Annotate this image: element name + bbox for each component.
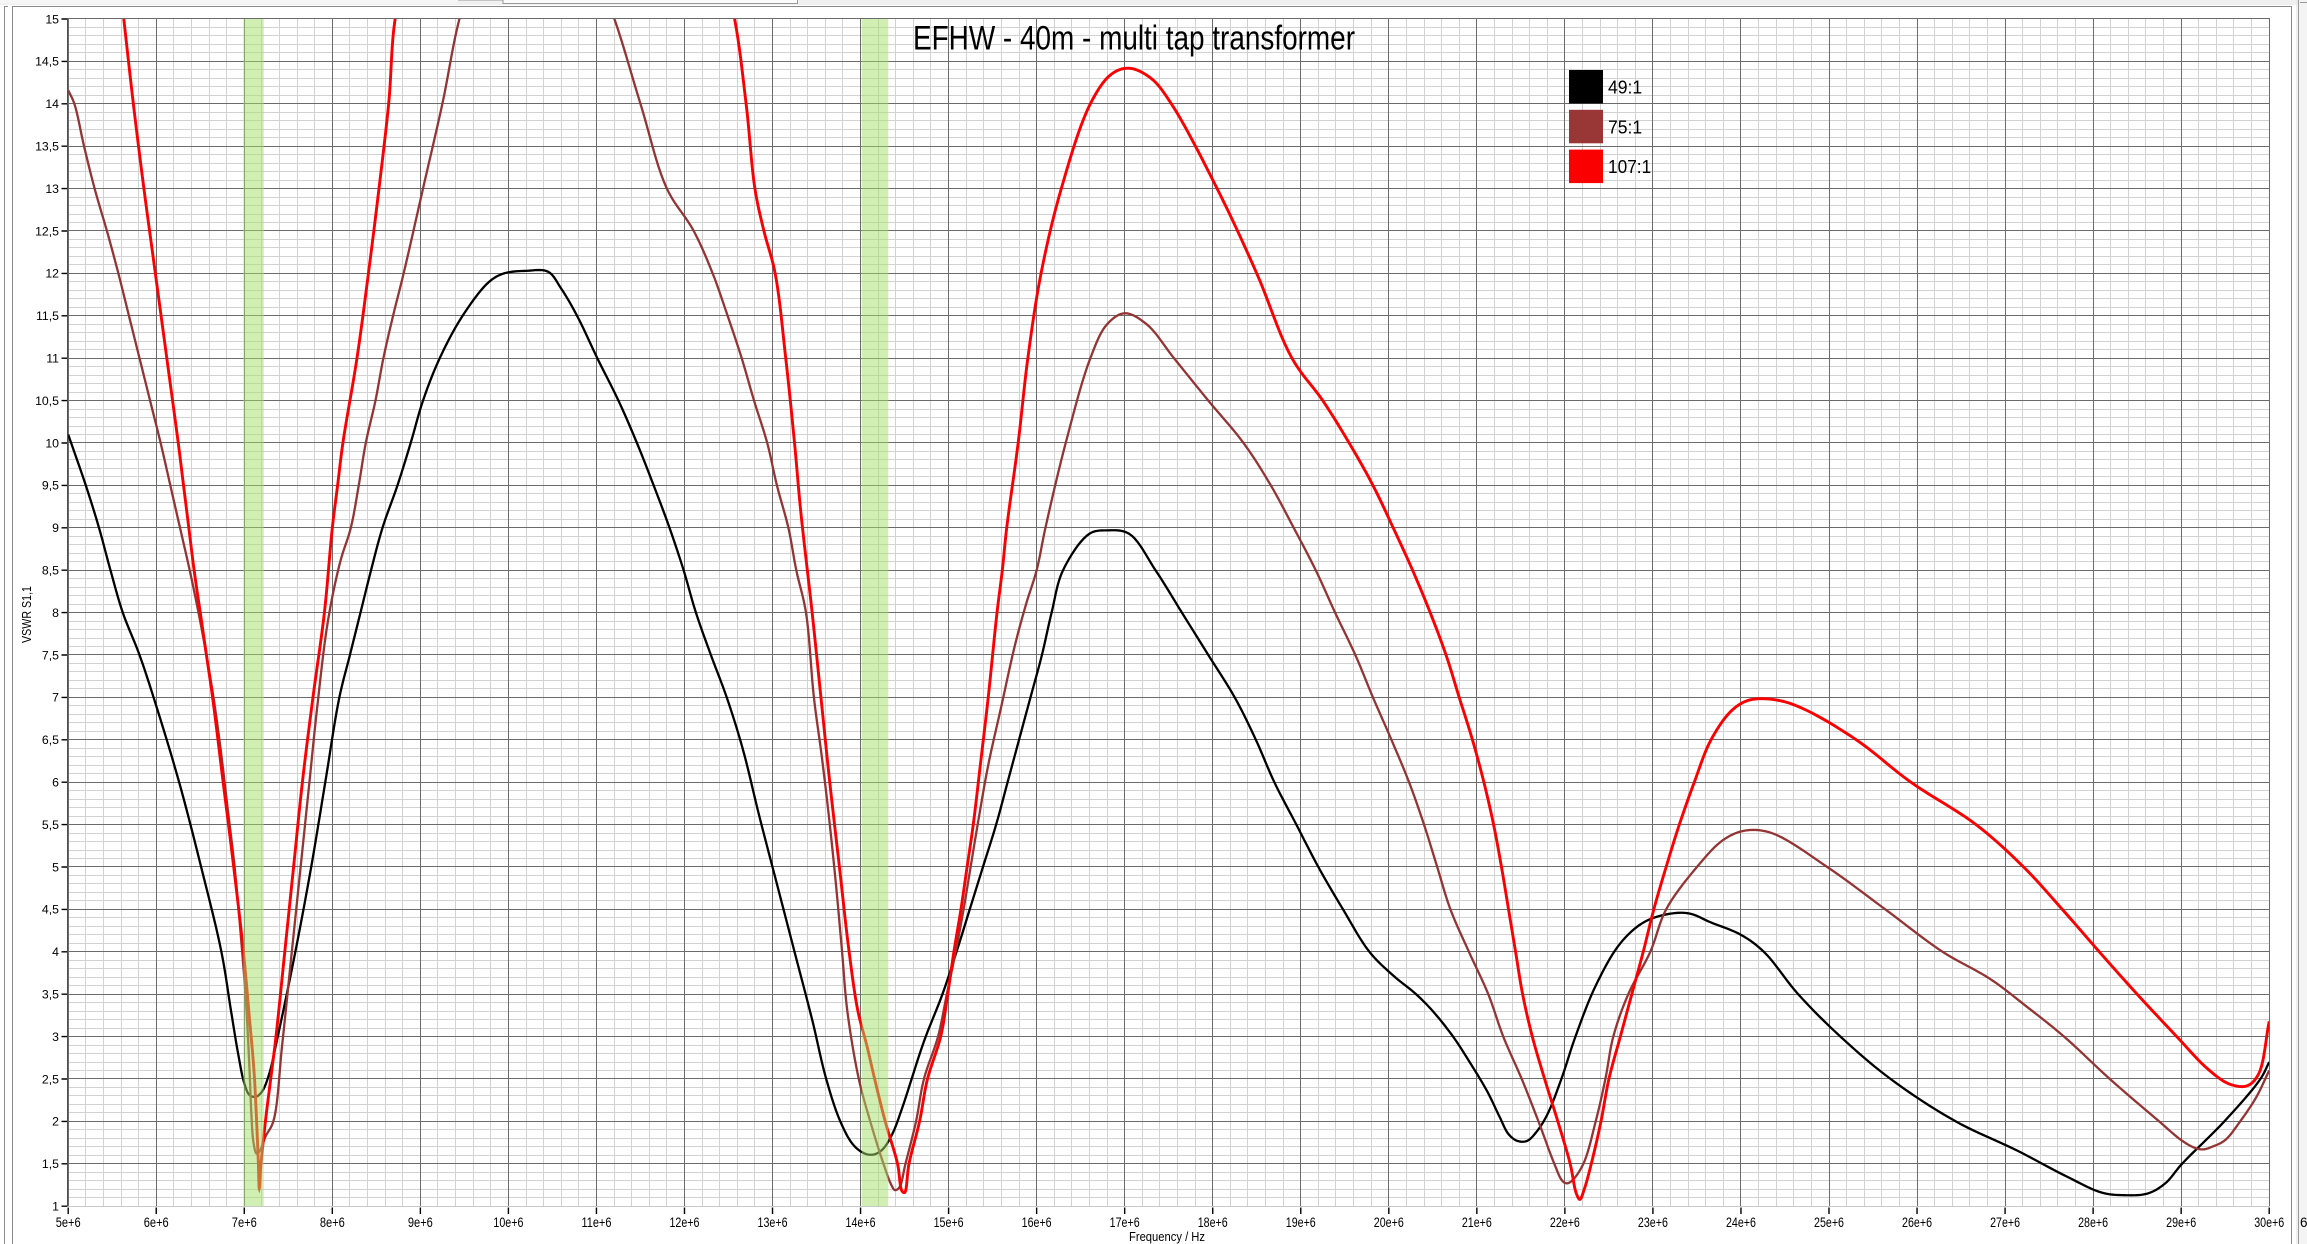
svg-text:30e+6: 30e+6 [2254, 1214, 2284, 1230]
svg-text:8,5: 8,5 [42, 564, 59, 578]
svg-text:23e+6: 23e+6 [1638, 1214, 1668, 1230]
svg-text:17e+6: 17e+6 [1110, 1214, 1140, 1230]
svg-text:20e+6: 20e+6 [1374, 1214, 1404, 1230]
svg-text:12,5: 12,5 [35, 224, 59, 238]
svg-text:18e+6: 18e+6 [1198, 1214, 1228, 1230]
svg-text:1,5: 1,5 [42, 1157, 59, 1171]
svg-text:7e+6: 7e+6 [232, 1214, 257, 1230]
svg-text:6: 6 [2300, 1215, 2307, 1230]
svg-text:75:1: 75:1 [1608, 116, 1642, 137]
svg-text:VSWR S1,1: VSWR S1,1 [20, 586, 34, 643]
svg-text:13: 13 [45, 182, 59, 196]
svg-text:11e+6: 11e+6 [581, 1214, 611, 1230]
svg-text:29e+6: 29e+6 [2166, 1214, 2196, 1230]
svg-text:16e+6: 16e+6 [1022, 1214, 1052, 1230]
svg-text:49:1: 49:1 [1608, 77, 1642, 98]
svg-text:3: 3 [52, 1030, 59, 1044]
svg-text:Frequency / Hz: Frequency / Hz [1129, 1229, 1205, 1244]
svg-text:4: 4 [52, 945, 59, 959]
svg-text:13e+6: 13e+6 [758, 1214, 788, 1230]
svg-text:24e+6: 24e+6 [1726, 1214, 1756, 1230]
svg-text:12: 12 [45, 267, 59, 281]
svg-text:9,5: 9,5 [42, 479, 59, 493]
svg-text:27e+6: 27e+6 [1990, 1214, 2020, 1230]
svg-text:7: 7 [52, 691, 59, 705]
svg-text:15: 15 [45, 12, 59, 26]
svg-text:25e+6: 25e+6 [1814, 1214, 1844, 1230]
svg-text:14e+6: 14e+6 [846, 1214, 876, 1230]
svg-text:21e+6: 21e+6 [1462, 1214, 1492, 1230]
svg-text:10e+6: 10e+6 [493, 1214, 523, 1230]
svg-text:4,5: 4,5 [42, 903, 59, 917]
svg-text:8e+6: 8e+6 [320, 1214, 345, 1230]
svg-text:2,5: 2,5 [42, 1072, 59, 1086]
svg-text:6,5: 6,5 [42, 733, 59, 747]
svg-text:13,5: 13,5 [35, 140, 59, 154]
svg-text:5: 5 [52, 860, 59, 874]
svg-text:3,5: 3,5 [42, 988, 59, 1002]
svg-text:15e+6: 15e+6 [934, 1214, 964, 1230]
svg-text:26e+6: 26e+6 [1902, 1214, 1932, 1230]
svg-text:6e+6: 6e+6 [144, 1214, 169, 1230]
svg-text:14,5: 14,5 [35, 55, 59, 69]
svg-text:5e+6: 5e+6 [56, 1214, 81, 1230]
svg-text:9: 9 [52, 521, 59, 535]
svg-text:6: 6 [52, 776, 59, 790]
svg-text:9e+6: 9e+6 [408, 1214, 433, 1230]
svg-text:10,5: 10,5 [35, 394, 59, 408]
svg-text:107:1: 107:1 [1608, 156, 1651, 177]
svg-text:5,5: 5,5 [42, 818, 59, 832]
svg-text:22e+6: 22e+6 [1550, 1214, 1580, 1230]
svg-text:EFHW - 40m - multi tap transfo: EFHW - 40m - multi tap transformer [913, 19, 1355, 57]
svg-text:28e+6: 28e+6 [2078, 1214, 2108, 1230]
svg-text:8: 8 [52, 606, 59, 620]
svg-text:11: 11 [46, 352, 59, 366]
svg-text:2: 2 [52, 1115, 59, 1129]
svg-text:11,5: 11,5 [36, 309, 59, 323]
svg-text:7,5: 7,5 [42, 648, 59, 662]
svg-text:1: 1 [52, 1200, 59, 1214]
svg-text:14: 14 [45, 97, 59, 111]
svg-text:10: 10 [45, 436, 59, 450]
svg-text:19e+6: 19e+6 [1286, 1214, 1316, 1230]
svg-text:12e+6: 12e+6 [669, 1214, 699, 1230]
